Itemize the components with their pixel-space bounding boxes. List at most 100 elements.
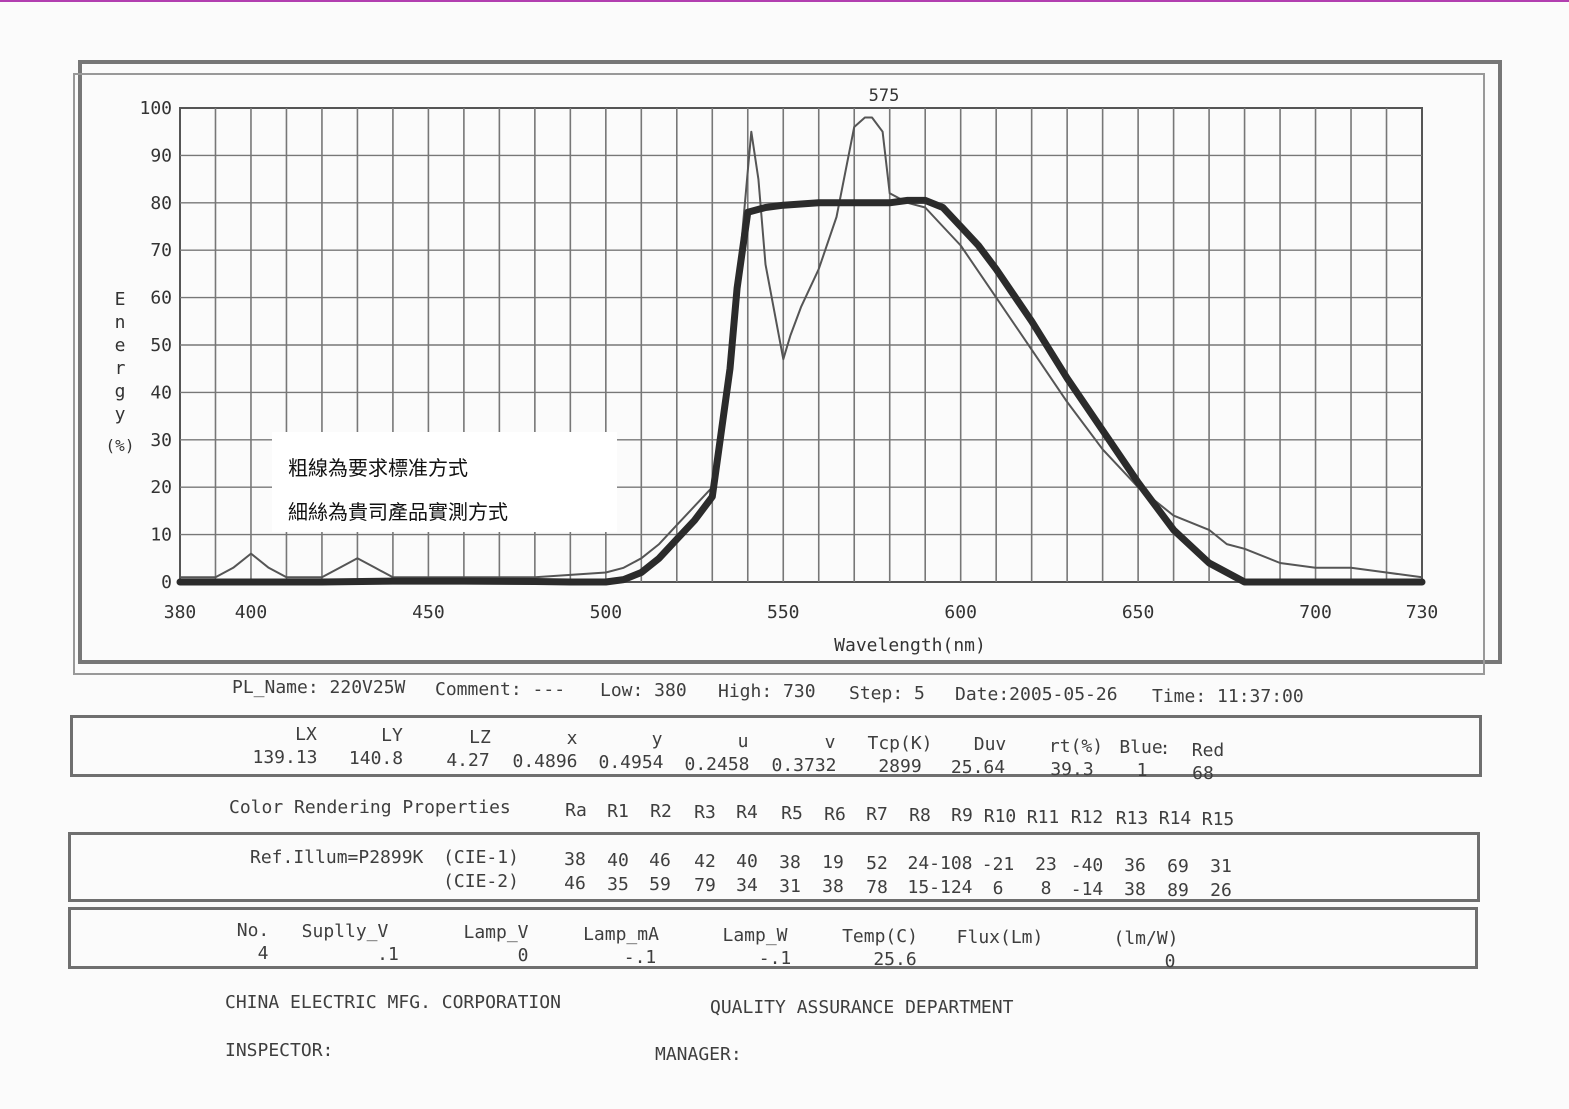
colorimetry-value: 0.4896 <box>512 751 578 772</box>
cri-value: 38 <box>822 876 844 897</box>
colorimetry-header: Tcp(K) <box>867 733 933 754</box>
lamp-value: .1 <box>377 944 399 965</box>
x-tick-label: 600 <box>944 602 977 623</box>
cri-value: 38 <box>1124 879 1146 900</box>
top-border <box>0 0 1569 2</box>
y-tick-label: 40 <box>150 382 172 403</box>
cri-header-cell: R1 <box>607 801 629 822</box>
comment: Comment: --- <box>435 679 566 700</box>
cri-header-cell: R13 <box>1115 808 1149 829</box>
cri-value: 23 <box>1035 854 1057 875</box>
cri-value: 26 <box>1210 880 1232 901</box>
lamp-header: Suplly_V <box>301 921 389 942</box>
legend-box: 粗線為要求標准方式 細絲為貴司產品實測方式 <box>272 432 617 532</box>
chart-inner-frame <box>73 73 1485 675</box>
colorimetry-header: u <box>737 731 749 752</box>
cri-value: 8 <box>1040 878 1052 899</box>
x-axis-label: Wavelength(nm) <box>834 635 986 656</box>
y-label-letter: y <box>115 404 126 425</box>
x-tick-label: 700 <box>1299 602 1332 623</box>
colorimetry-value: 68 <box>1192 763 1214 784</box>
cri-value: 78 <box>866 877 888 898</box>
cri-header-cell: R11 <box>1026 807 1060 828</box>
colorimetry-value: 4.27 <box>446 750 490 771</box>
cri-header-cell: R2 <box>650 801 672 822</box>
y-tick-label: 70 <box>150 240 172 261</box>
cri-header-cell: R14 <box>1158 808 1192 829</box>
chart-series <box>176 116 1426 586</box>
cri-value: 6 <box>992 878 1004 899</box>
lamp-value: 25.6 <box>873 949 917 970</box>
lamp-header: Temp(C) <box>842 926 918 947</box>
lamp-header: No. <box>236 920 270 941</box>
cri-header-cell: R15 <box>1201 809 1235 830</box>
lamp-value: 4 <box>257 943 269 964</box>
cri-value: 19 <box>822 852 844 873</box>
step-value: Step: 5 <box>849 683 925 704</box>
cri-value: 46 <box>649 850 671 871</box>
cri-header-cell: Ra <box>565 800 587 821</box>
manager-label: MANAGER: <box>655 1044 742 1065</box>
peak-label: 575 <box>869 86 900 106</box>
pl-name: PL_Name: 220V25W <box>232 677 406 698</box>
y-tick-label: 80 <box>150 193 172 214</box>
cri-header-cell: R6 <box>824 804 846 825</box>
colorimetry-value: 0.2458 <box>684 754 750 775</box>
cri-value: 42 <box>694 851 716 872</box>
y-label-letter: r <box>115 358 126 379</box>
cri-value: 31 <box>1210 856 1232 877</box>
colorimetry-header: LX <box>295 724 317 745</box>
cri-header-cell: R4 <box>736 802 758 823</box>
y-tick-label: 30 <box>150 430 172 451</box>
x-tick-label: 500 <box>590 602 623 623</box>
cri-value: -40 <box>1070 855 1104 876</box>
colorimetry-header: Blue <box>1119 737 1163 758</box>
colorimetry-header: LZ <box>469 727 491 748</box>
colorimetry-header: : <box>1159 738 1171 759</box>
cri-value: 40 <box>736 851 758 872</box>
colorimetry-value: 39.3 <box>1050 759 1094 780</box>
inspector-label: INSPECTOR: <box>225 1040 334 1061</box>
colorimetry-value: 0.3732 <box>771 755 837 776</box>
cri-value: -14 <box>1070 879 1104 900</box>
y-tick-label: 0 <box>161 572 172 593</box>
series-line-measured <box>179 116 1423 579</box>
cri-value: 24-108 <box>907 853 973 874</box>
x-tick-label: 450 <box>412 602 445 623</box>
colorimetry-header: Red <box>1191 740 1225 761</box>
colorimetry-header: LY <box>381 725 403 746</box>
y-tick-label: 100 <box>139 98 172 119</box>
lamp-value: 0 <box>1164 951 1176 972</box>
colorimetry-value: 25.64 <box>950 757 1006 778</box>
y-label-letter: (%) <box>106 436 135 455</box>
cri-row-label: (CIE-2) <box>443 871 519 892</box>
cri-value: -21 <box>981 854 1015 875</box>
cri-value: 46 <box>564 873 586 894</box>
cri-value: 31 <box>779 876 801 897</box>
colorimetry-box <box>70 715 1482 777</box>
cri-value: 38 <box>779 852 801 873</box>
cri-value: 69 <box>1167 856 1189 877</box>
date-value: Date:2005-05-26 <box>955 684 1118 705</box>
legend-thin-line: 細絲為貴司產品實測方式 <box>288 500 508 524</box>
y-tick-label: 10 <box>150 525 172 546</box>
company-name: CHINA ELECTRIC MFG. CORPORATION <box>225 992 561 1013</box>
lamp-header: Lamp_mA <box>583 924 659 945</box>
spectrum-chart: 380 400 450 500 550 600 650 700 730 0 10 20 30 40 50 60… <box>73 60 1502 675</box>
x-tick-label: 550 <box>767 602 800 623</box>
ref-illuminant: Ref.Illum=P2899K <box>250 847 424 868</box>
colorimetry-header: v <box>824 732 836 753</box>
cri-value: 36 <box>1124 855 1146 876</box>
colorimetry-value: 140.8 <box>348 748 404 769</box>
x-tick-label: 730 <box>1406 602 1439 623</box>
colorimetry-value: 2899 <box>878 756 922 777</box>
cri-value: 89 <box>1167 880 1189 901</box>
y-label-letter: g <box>115 381 126 402</box>
colorimetry-value: 1 <box>1136 760 1148 781</box>
cri-header-cell: R3 <box>694 802 716 823</box>
cri-value: 40 <box>607 850 629 871</box>
y-tick-label: 50 <box>150 335 172 356</box>
cri-value: 38 <box>564 849 586 870</box>
cri-header-cell: R7 <box>866 804 888 825</box>
